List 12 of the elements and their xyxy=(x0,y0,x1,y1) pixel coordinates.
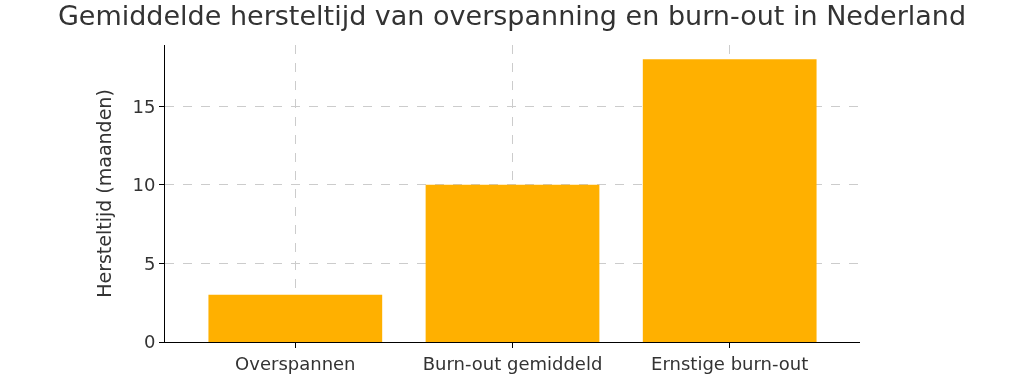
x-tick-label: Ernstige burn-out xyxy=(651,352,809,374)
x-tick-label: Overspannen xyxy=(235,352,356,374)
y-tick-label: 5 xyxy=(143,252,156,274)
chart-title: Gemiddelde hersteltijd van overspanning en burn-out in Nederland xyxy=(57,0,967,31)
bar xyxy=(642,59,817,342)
bar xyxy=(208,294,383,342)
y-tick-label: 10 xyxy=(132,174,156,196)
bar xyxy=(425,184,600,342)
x-tick-label: Burn-out gemiddeld xyxy=(422,352,603,374)
y-tick-label: 0 xyxy=(143,331,156,353)
y-tick-label: 15 xyxy=(132,95,156,117)
y-axis-title: Hersteltijd (maanden) xyxy=(93,89,116,298)
